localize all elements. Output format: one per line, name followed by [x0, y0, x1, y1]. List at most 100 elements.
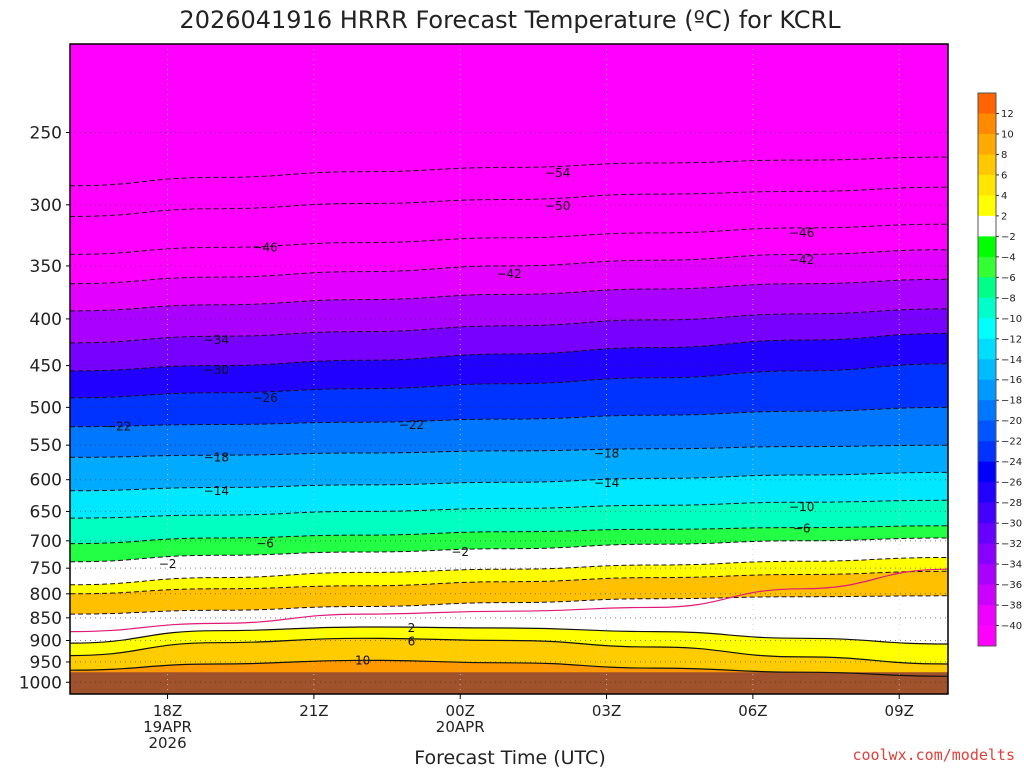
- contour-label: −22: [399, 418, 424, 432]
- y-tick-label: 500: [30, 398, 62, 418]
- isotherm-lines: [70, 156, 948, 677]
- y-tick-label: 300: [30, 196, 62, 216]
- colorbar-swatch: [978, 318, 996, 340]
- isotherm-line: [70, 444, 948, 458]
- contour-label: −34: [204, 333, 229, 347]
- colorbar-swatch: [978, 256, 996, 278]
- y-tick-label: 800: [30, 585, 62, 605]
- y-tick-label: 850: [30, 609, 62, 629]
- x-tick-label: 00Z: [446, 702, 475, 720]
- x-tick-label: 03Z: [592, 702, 621, 720]
- colorbar-swatch: [978, 441, 996, 463]
- warm-isotherm-line: [70, 659, 948, 677]
- y-tick-label: 250: [30, 123, 62, 143]
- colorbar-label: 8: [1001, 150, 1007, 161]
- colorbar-swatch: [978, 236, 996, 258]
- warm-isotherm-line: [70, 626, 948, 645]
- colorbar: 12 10 8 6 4 2 −2 −4 −6 −8 −10 −12 −14 −16 −18 −20 −22 −24…: [977, 92, 1022, 647]
- colorbar-swatch: [978, 400, 996, 422]
- contour-label: −46: [252, 240, 277, 254]
- colorbar-swatch: [978, 359, 996, 381]
- y-tick-label: 950: [30, 653, 62, 673]
- isotherm-line: [70, 570, 948, 595]
- y-tick-label: 1000: [19, 673, 62, 693]
- contour-label: −18: [204, 450, 229, 464]
- colorbar-swatch: [978, 113, 996, 135]
- colorbar-label: −12: [1001, 334, 1022, 345]
- contour-label: −18: [594, 447, 619, 461]
- colorbar-swatch: [978, 523, 996, 545]
- colorbar-label: −14: [1001, 355, 1022, 366]
- x-tick-label: 09Z: [885, 702, 914, 720]
- credit-text: coolwx.com/modelts: [852, 746, 1015, 764]
- isotherm-line: [70, 557, 948, 586]
- isotherm-line: [70, 406, 948, 428]
- colorbar-swatch: [978, 133, 996, 155]
- isotherm-line: [70, 278, 948, 312]
- contour-label: 10: [355, 654, 370, 668]
- contour-label: −30: [204, 363, 229, 377]
- contour-labels: −54−50−46−46−42−42−34−30−26−22 −22−18 −18−…: [106, 166, 814, 668]
- colorbar-label: −20: [1001, 416, 1022, 427]
- isotherm-line: [70, 499, 948, 519]
- contour-label: −42: [789, 253, 814, 267]
- colorbar-label: 12: [1001, 109, 1014, 120]
- colorbar-label: −10: [1001, 314, 1022, 325]
- colorbar-swatch: [978, 502, 996, 524]
- isotherm-line: [70, 308, 948, 344]
- contour-label: −2: [159, 557, 177, 571]
- colorbar-swatch: [978, 543, 996, 565]
- isotherm-line: [70, 471, 948, 492]
- colorbar-label: −24: [1001, 457, 1022, 468]
- x-tick-label: 06Z: [738, 702, 767, 720]
- colorbar-swatch: [978, 338, 996, 360]
- colorbar-swatch: [978, 564, 996, 586]
- contour-label: 6: [408, 634, 416, 648]
- contour-label: −6: [793, 522, 811, 536]
- colorbar-label: 2: [1001, 211, 1007, 222]
- colorbar-swatch: [978, 93, 996, 114]
- colorbar-label: 6: [1001, 170, 1007, 181]
- contour-label: −22: [106, 420, 131, 434]
- x-tick-label: 21Z: [299, 702, 328, 720]
- plot-area: −54−50−46−46−42−42−34−30−26−22 −22−18 −18−…: [69, 43, 949, 695]
- y-tick-label: 400: [30, 310, 62, 330]
- contour-label: −2: [451, 545, 469, 559]
- colorbar-swatch: [978, 174, 996, 196]
- colorbar-label: −26: [1001, 478, 1022, 489]
- y-tick-label: 550: [30, 436, 62, 456]
- isotherm-line: [70, 223, 948, 255]
- colorbar-label: −16: [1001, 375, 1022, 386]
- colorbar-swatch: [978, 277, 996, 299]
- y-tick-label: 600: [30, 471, 62, 491]
- colorbar-label: −4: [1001, 252, 1016, 263]
- plot-frame: [69, 43, 949, 695]
- grid: [70, 44, 948, 694]
- colorbar-swatch: [978, 379, 996, 401]
- chart-title: 2026041916 HRRR Forecast Temperature (ºC…: [179, 6, 841, 34]
- colorbar-label: −30: [1001, 519, 1022, 530]
- isotherm-line: [70, 333, 948, 372]
- colorbar-swatch: [978, 420, 996, 442]
- isotherm-line: [70, 186, 948, 217]
- colorbar-swatch: [978, 482, 996, 504]
- colorbar-label: −28: [1001, 498, 1022, 509]
- x-axis-label: Forecast Time (UTC): [414, 747, 605, 768]
- x-tick-label: 19APR: [143, 718, 192, 736]
- y-tick-label: 350: [30, 257, 62, 277]
- colorbar-swatch: [978, 461, 996, 483]
- colorbar-swatch: [978, 297, 996, 319]
- isotherm-line: [70, 525, 948, 545]
- colorbar-swatch: [978, 605, 996, 627]
- isotherm-line: [70, 156, 948, 187]
- colorbar-swatch: [978, 154, 996, 176]
- colorbar-label: −34: [1001, 560, 1022, 571]
- colorbar-label: −36: [1001, 580, 1022, 591]
- contour-label: −14: [594, 476, 619, 490]
- ground-layer: [70, 672, 948, 694]
- plot-fill: −54−50−46−46−42−42−34−30−26−22 −22−18 −18−…: [70, 44, 948, 694]
- contour-label: −14: [204, 484, 229, 498]
- isotherm-line: [70, 363, 948, 399]
- colorbar-label: −6: [1001, 273, 1016, 284]
